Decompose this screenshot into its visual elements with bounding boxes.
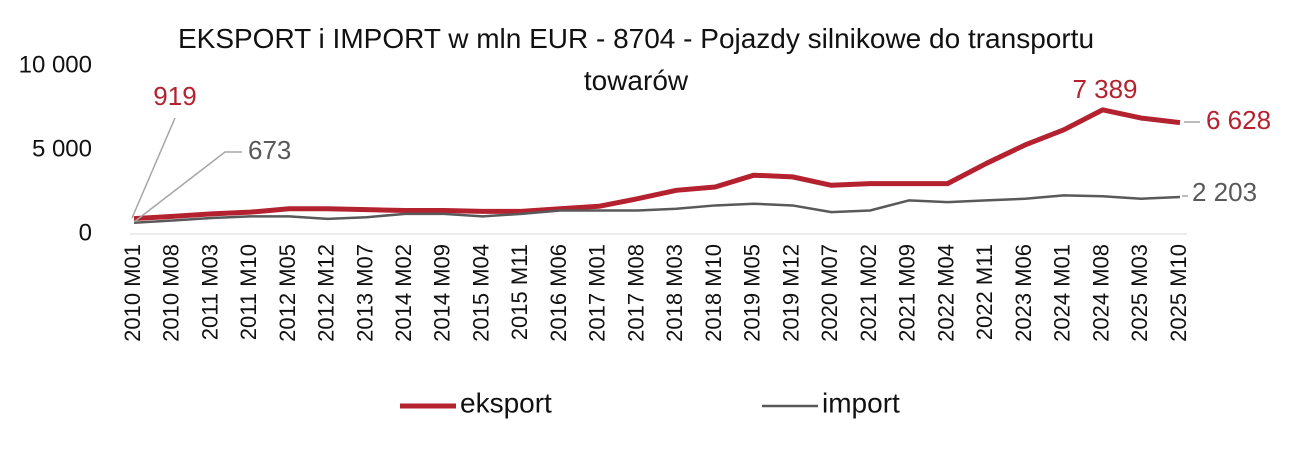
- x-tick-label: 2011 M10: [236, 244, 261, 340]
- x-tick-label: 2010 M01: [120, 244, 145, 342]
- x-tick-label: 2024 M01: [1050, 244, 1075, 342]
- legend-label: eksport: [460, 387, 552, 418]
- x-tick-label: 2025 M03: [1127, 244, 1152, 342]
- data-label: 919: [153, 81, 196, 111]
- y-tick-label: 0: [79, 219, 92, 246]
- x-tick-label: 2014 M09: [430, 244, 455, 342]
- x-tick-label: 2014 M02: [391, 244, 416, 342]
- chart-title: EKSPORT i IMPORT w mln EUR - 8704 - Poja…: [177, 23, 1095, 96]
- leader-line: [131, 117, 176, 219]
- y-tick-label: 10 000: [19, 51, 92, 78]
- legend-label: import: [822, 387, 900, 418]
- x-tick-label: 2025 M10: [1166, 244, 1191, 342]
- line-1: [133, 194, 1181, 224]
- x-tick-label: 2018 M10: [701, 244, 726, 342]
- x-tick-label: 2013 M07: [352, 244, 377, 342]
- x-tick-label: 2024 M08: [1088, 244, 1113, 342]
- x-tick-label: 2017 M01: [585, 244, 610, 342]
- x-tick-label: 2011 M03: [197, 244, 222, 340]
- x-tick-label: 2012 M05: [275, 244, 300, 342]
- leader-line: [133, 151, 242, 223]
- line-0: [133, 107, 1181, 222]
- x-tick-label: 2021 M02: [856, 244, 881, 342]
- x-tick-label: 2023 M06: [1011, 244, 1036, 342]
- data-label: 6 628: [1206, 105, 1271, 135]
- x-tick-label: 2021 M09: [895, 244, 920, 342]
- x-tick-label: 2022 M04: [933, 244, 958, 342]
- x-tick-label: 2020 M07: [817, 244, 842, 342]
- x-tick-label: 2019 M12: [778, 244, 803, 342]
- data-label: 673: [248, 135, 291, 165]
- data-label: 2 203: [1192, 177, 1257, 207]
- data-label: 7 389: [1072, 74, 1137, 104]
- y-tick-label: 5 000: [32, 135, 92, 162]
- x-tick-label: 2012 M12: [314, 244, 339, 342]
- x-tick-label: 2022 M11: [972, 244, 997, 340]
- x-tick-label: 2015 M04: [468, 244, 493, 342]
- x-tick-label: 2019 M05: [740, 244, 765, 342]
- x-tick-label: 2010 M08: [159, 244, 184, 342]
- x-tick-label: 2015 M11: [507, 244, 532, 340]
- x-tick-label: 2018 M03: [662, 244, 687, 342]
- x-tick-label: 2017 M08: [623, 244, 648, 342]
- x-tick-label: 2016 M06: [546, 244, 571, 342]
